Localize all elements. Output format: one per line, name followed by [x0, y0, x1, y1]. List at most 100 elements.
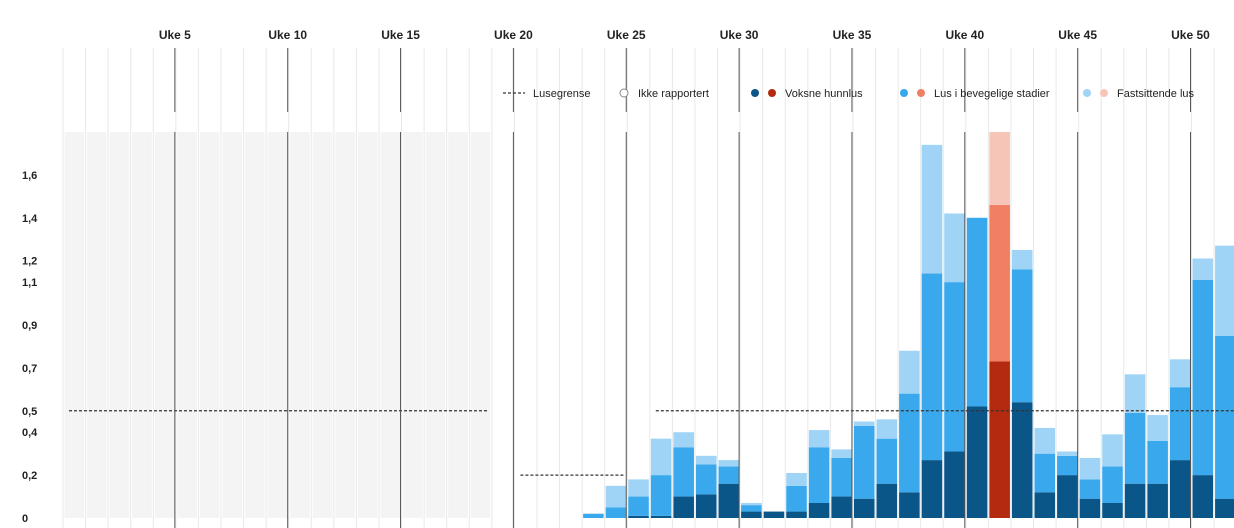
- bar-fastsittende-week-28: [673, 432, 694, 448]
- not-reported-column: [177, 132, 197, 518]
- week-label: Uke 50: [1171, 28, 1210, 42]
- not-reported-column: [222, 132, 243, 518]
- bar-fastsittende-week-47: [1102, 434, 1123, 467]
- y-tick-label: 0: [22, 513, 28, 525]
- y-tick-label: 1,1: [22, 277, 37, 289]
- bar-bevegelige-week-48: [1124, 412, 1146, 484]
- axis-layer: Uke 5 Uke 10 Uke 15 Uke 20 Uke 25 Uke 30 Uke 3…: [22, 28, 1210, 528]
- y-tick-label: 1,6: [22, 170, 37, 182]
- legend-ikke-rapportert-label: Ikke rapportert: [638, 88, 709, 100]
- bar-bevegelige-week-25: [605, 507, 627, 518]
- bar-fastsittende-week-31: [741, 502, 762, 506]
- bar-voksne-week-34: [808, 502, 830, 518]
- bar-bevegelige-week-30: [718, 466, 740, 484]
- bar-voksne-week-30: [718, 483, 740, 518]
- bar-voksne-week-44: [1034, 492, 1056, 518]
- not-reported-column: [267, 132, 288, 518]
- week-label: Uke 10: [268, 28, 307, 42]
- legend: Lusegrense Ikke rapportert Voksne hunnlus L…: [503, 88, 1195, 100]
- legend-bevegelige-swatch: [900, 89, 908, 97]
- not-reported-column: [380, 132, 401, 518]
- bar-bevegelige-week-41: [966, 217, 988, 407]
- bar-fastsittende-week-34: [808, 430, 830, 448]
- bar-bevegelige-week-26: [628, 496, 649, 516]
- week-label: Uke 45: [1058, 28, 1097, 42]
- bar-bevegelige-week-47: [1102, 466, 1123, 503]
- y-tick-label: 0,5: [22, 406, 37, 418]
- bar-fastsittende-week-25: [605, 485, 627, 508]
- bar-bevegelige-week-36: [853, 425, 875, 499]
- legend-fastsittende-label: Fastsittende lus: [1117, 88, 1195, 100]
- bar-voksne-week-35: [831, 496, 852, 518]
- not-reported-column: [199, 132, 220, 518]
- bar-voksne-week-49: [1147, 483, 1168, 518]
- bar-fastsittende-week-37: [876, 419, 898, 439]
- bar-fastsittende-week-49: [1147, 415, 1168, 441]
- not-reported-column: [312, 132, 333, 518]
- bar-fastsittende-week-35: [831, 449, 852, 458]
- bar-voksne-week-37: [876, 483, 898, 518]
- week-label: Uke 20: [494, 28, 533, 42]
- week-label: Uke 30: [720, 28, 759, 42]
- bar-fastsittende-week-33: [786, 472, 807, 486]
- bar-fastsittende-week-36: [853, 421, 875, 426]
- bar-fastsittende-week-46: [1079, 457, 1101, 480]
- bar-bevegelige-week-42: [989, 204, 1010, 362]
- bar-fastsittende-week-52: [1215, 245, 1234, 336]
- y-tick-label: 0,9: [22, 320, 37, 332]
- bar-bevegelige-week-31: [741, 505, 762, 512]
- bar-voksne-week-28: [673, 496, 694, 518]
- bar-voksne-week-40: [944, 451, 965, 518]
- not-reported-column: [87, 132, 107, 518]
- legend-bevegelige-label: Lus i bevegelige stadier: [934, 88, 1050, 100]
- bar-voksne-week-43: [1011, 402, 1033, 518]
- bar-bevegelige-week-29: [695, 464, 717, 495]
- bar-fastsittende-week-38: [899, 350, 920, 394]
- legend-voksne-swatch: [751, 89, 759, 97]
- legend-ikke-rapportert-swatch: [619, 88, 629, 98]
- bar-voksne-week-38: [899, 492, 920, 518]
- bar-voksne-week-46: [1079, 498, 1101, 518]
- bar-fastsittende-week-43: [1011, 249, 1033, 270]
- week-label: Uke 5: [159, 28, 191, 42]
- not-reported-column: [132, 132, 152, 518]
- y-tick-label: 0,2: [22, 470, 37, 482]
- bar-bevegelige-week-44: [1034, 453, 1056, 493]
- bar-voksne-week-33: [786, 511, 807, 518]
- not-reported-column: [357, 132, 378, 518]
- legend-fastsittende-swatch: [1083, 89, 1091, 97]
- bar-voksne-week-50: [1169, 460, 1191, 518]
- bar-bevegelige-week-37: [876, 438, 898, 484]
- not-reported-column: [290, 132, 310, 518]
- week-background-layer: [64, 132, 491, 518]
- bar-fastsittende-week-40: [944, 213, 965, 283]
- bar-fastsittende-week-45: [1057, 451, 1078, 456]
- bar-voksne-week-48: [1124, 483, 1146, 518]
- bar-bevegelige-week-28: [673, 447, 694, 497]
- threshold-layer: [69, 410, 1234, 476]
- y-tick-label: 0,7: [22, 363, 37, 375]
- bar-fastsittende-week-44: [1034, 427, 1056, 454]
- not-reported-column: [109, 132, 130, 518]
- bar-bevegelige-week-51: [1192, 279, 1214, 476]
- bar-fastsittende-week-50: [1169, 359, 1191, 388]
- bar-voksne-week-45: [1057, 475, 1078, 518]
- not-reported-column: [154, 132, 175, 518]
- not-reported-column: [425, 132, 446, 518]
- not-reported-column: [403, 132, 423, 518]
- bar-voksne-week-32: [763, 511, 785, 518]
- y-tick-label: 1,4: [22, 213, 38, 225]
- bar-voksne-week-36: [853, 498, 875, 518]
- bar-bevegelige-week-39: [921, 273, 943, 461]
- y-tick-label: 0,4: [22, 427, 38, 439]
- bar-fastsittende-week-51: [1192, 258, 1214, 280]
- bar-voksne-week-27: [650, 515, 672, 518]
- bar-fastsittende-week-29: [695, 455, 717, 465]
- bar-bevegelige-week-33: [786, 485, 807, 512]
- bar-voksne-week-41: [966, 406, 988, 518]
- bar-bevegelige-week-35: [831, 457, 852, 497]
- legend-bevegelige-over-swatch: [917, 89, 925, 97]
- bar-bevegelige-week-34: [808, 447, 830, 503]
- bar-voksne-week-31: [741, 511, 762, 518]
- bar-fastsittende-week-42: [989, 132, 1010, 205]
